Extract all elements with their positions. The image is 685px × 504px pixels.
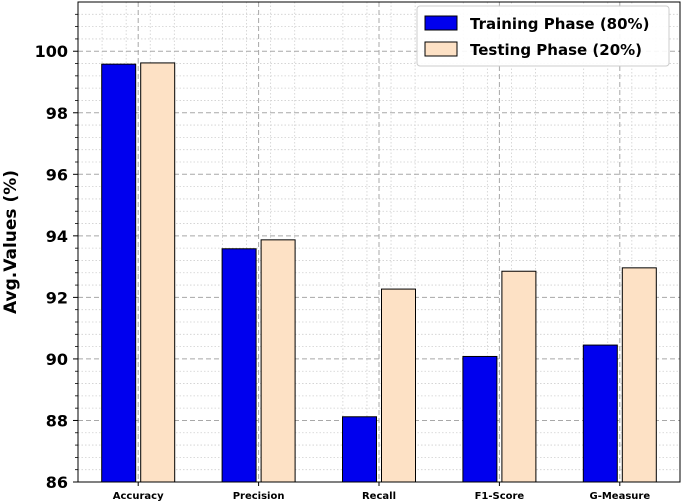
y-axis-label: Avg.Values (%) — [1, 170, 21, 314]
y-tick-label: 90 — [46, 350, 68, 369]
x-tick-label: Recall — [362, 491, 396, 502]
y-tick-label: 86 — [46, 473, 68, 492]
bar-testing-accuracy — [140, 62, 176, 483]
x-tick-label: Precision — [233, 491, 285, 502]
legend-swatch — [424, 41, 458, 57]
x-tick-labels: Accuracy Precision Recall F1-Score G-Measure — [113, 482, 650, 502]
bar-training-precision — [221, 248, 257, 483]
bar-testing-recall — [381, 288, 416, 483]
bar-testing-g-measure — [621, 267, 657, 483]
x-tick-label: Accuracy — [113, 491, 164, 502]
bar-testing-f1-score — [501, 270, 537, 483]
y-tick-label: 94 — [46, 227, 68, 246]
y-tick-label: 100 — [35, 42, 68, 61]
bar-training-g-measure — [582, 344, 618, 483]
x-tick-label: G-Measure — [589, 491, 650, 502]
bar-training-f1-score — [462, 355, 498, 483]
legend: Training Phase (80%) Testing Phase (20%) — [416, 5, 670, 67]
x-tick-label: F1-Score — [475, 491, 525, 502]
y-tick-label: 98 — [46, 104, 68, 123]
legend-swatch — [424, 15, 458, 31]
legend-label: Testing Phase (20%) — [470, 41, 642, 59]
bar-training-accuracy — [101, 63, 137, 483]
bar-training-recall — [342, 416, 377, 483]
y-ticks: 86 88 90 92 94 96 98 100 — [35, 13, 78, 492]
y-tick-label: 96 — [46, 165, 68, 184]
major-grid — [78, 2, 680, 483]
legend-label: Training Phase (80%) — [470, 15, 649, 33]
y-tick-label: 88 — [46, 411, 68, 430]
legend-box — [416, 5, 670, 67]
bars — [101, 62, 657, 483]
bar-testing-precision — [260, 239, 296, 483]
y-tick-label: 92 — [46, 288, 68, 307]
